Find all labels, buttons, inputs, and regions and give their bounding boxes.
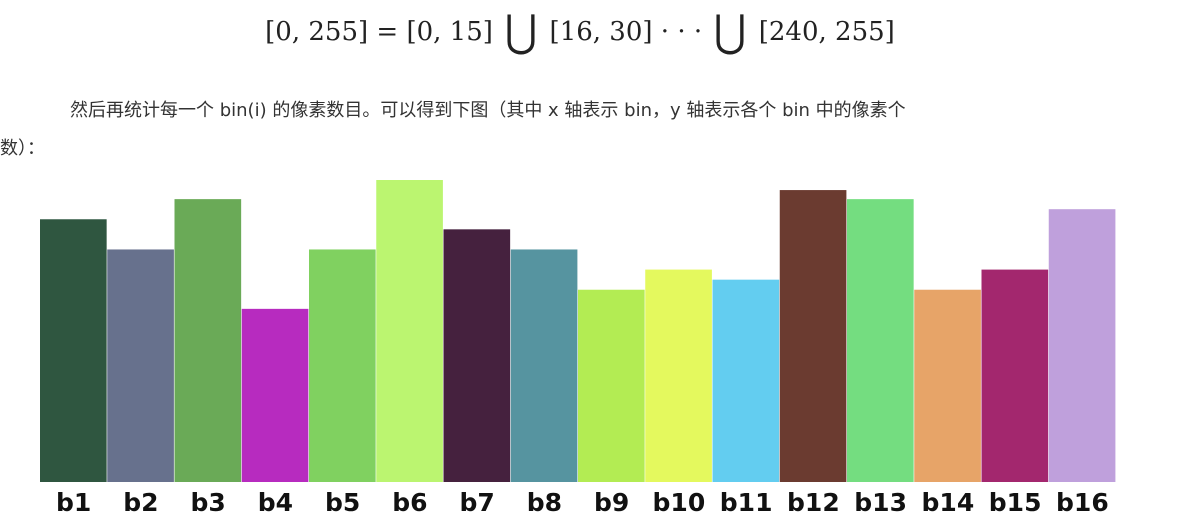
x-tick-label-b14: b14	[922, 488, 975, 517]
bar-b15	[982, 270, 1049, 482]
bar-b1	[40, 219, 107, 482]
bar-b11	[713, 280, 780, 482]
bar-b12	[780, 190, 847, 482]
formula-term-1: [0, 15]	[406, 17, 492, 47]
bar-b5	[309, 249, 376, 482]
x-tick-label-b1: b1	[56, 488, 91, 517]
interval-partition-formula: [0, 255] = [0, 15] ⋃ [16, 30] · · · ⋃ [2…	[0, 12, 1160, 52]
bar-b10	[645, 270, 712, 482]
paragraph-line-2: 数）：	[0, 130, 1180, 168]
union-symbol: ⋃	[714, 12, 746, 52]
formula-equals: =	[376, 17, 398, 47]
x-tick-label-b11: b11	[720, 488, 773, 517]
x-tick-label-b10: b10	[653, 488, 706, 517]
bar-b8	[511, 249, 578, 482]
x-tick-label-b4: b4	[258, 488, 293, 517]
histogram-bar-chart: b1 b2 b3 b4 b5 b6 b7 b8 b9 b10 b11 b12 b13 b14 b15 b16	[30, 170, 1130, 525]
x-tick-label-b13: b13	[854, 488, 907, 517]
x-tick-label-b16: b16	[1056, 488, 1109, 517]
bar-b16	[1049, 209, 1116, 482]
x-tick-label-b9: b9	[594, 488, 629, 517]
x-tick-label-b8: b8	[527, 488, 562, 517]
x-tick-label-b2: b2	[123, 488, 158, 517]
bar-b3	[175, 199, 242, 482]
formula-term-3: [240, 255]	[759, 17, 895, 47]
bar-b7	[444, 229, 511, 482]
bar-b14	[914, 290, 981, 482]
bar-b2	[107, 249, 174, 482]
bar-b4	[242, 309, 309, 482]
formula-lhs: [0, 255]	[265, 17, 368, 47]
formula-ellipsis: · · ·	[661, 17, 702, 47]
x-tick-label-b3: b3	[190, 488, 225, 517]
bar-b6	[376, 180, 443, 482]
x-tick-label-b15: b15	[989, 488, 1042, 517]
x-tick-label-b12: b12	[787, 488, 840, 517]
bar-b13	[847, 199, 914, 482]
formula-term-2: [16, 30]	[550, 17, 653, 47]
x-tick-label-b6: b6	[392, 488, 427, 517]
x-tick-label-b7: b7	[459, 488, 494, 517]
bar-b9	[578, 290, 645, 482]
body-paragraph: 然后再统计每一个 bin(i) 的像素数目。可以得到下图（其中 x 轴表示 bi…	[0, 92, 1180, 168]
x-tick-label-b5: b5	[325, 488, 360, 517]
union-symbol: ⋃	[505, 12, 537, 52]
paragraph-line-1: 然后再统计每一个 bin(i) 的像素数目。可以得到下图（其中 x 轴表示 bi…	[0, 92, 1180, 130]
